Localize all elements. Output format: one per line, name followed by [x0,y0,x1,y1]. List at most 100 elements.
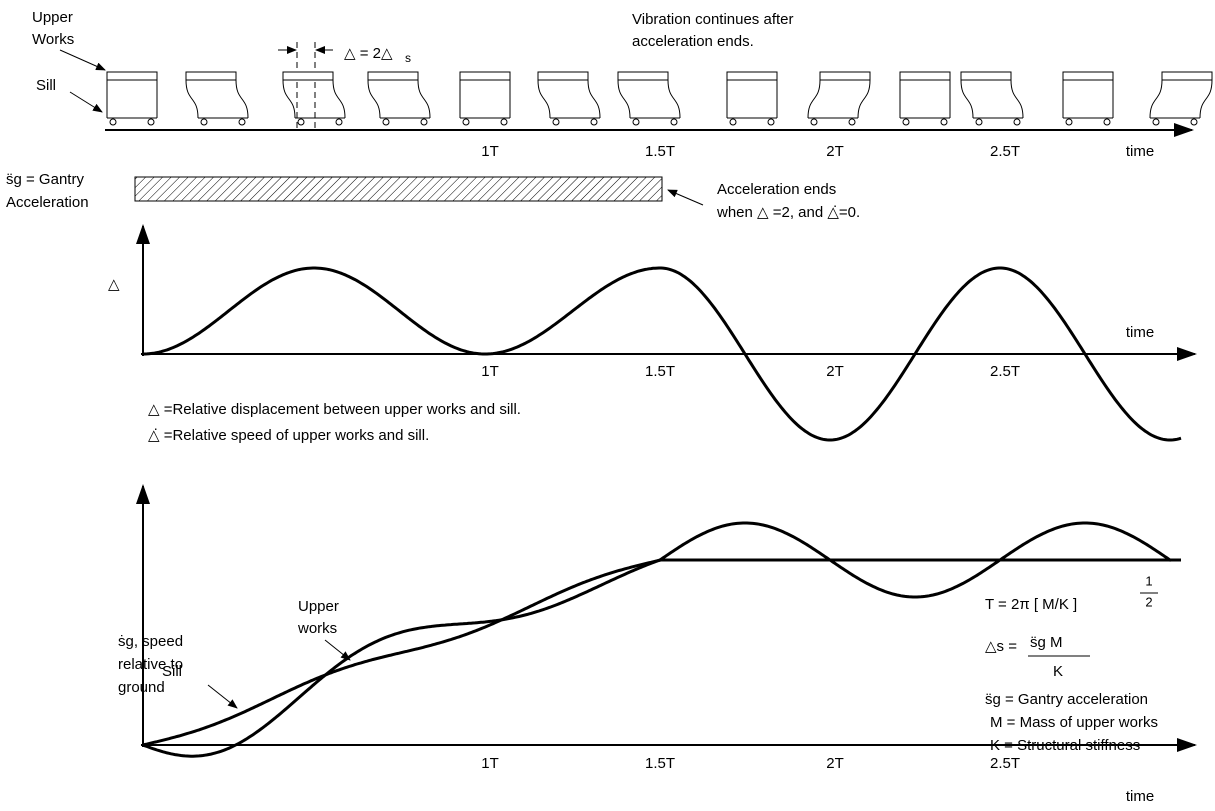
label: 2.5T [990,363,1020,380]
wheel [239,119,245,125]
label: ṡg, speed [118,633,183,650]
frame-body [618,80,680,118]
label: ground [118,679,165,696]
frame-top [368,72,418,80]
frame-top [1162,72,1212,80]
label: T = 2π [ M/K ] [985,596,1077,613]
frame-top [961,72,1011,80]
frame-body [460,80,510,118]
wheel [110,119,116,125]
label: 2.5T [990,755,1020,772]
pointer [668,190,703,205]
frame-top [618,72,668,80]
pointer [208,685,237,708]
pointer [325,640,350,660]
wheel [976,119,982,125]
label: △ =Relative displacement between upper w… [148,401,521,418]
wheel [768,119,774,125]
frame-top [283,72,333,80]
label: 1T [481,755,499,772]
wheel [501,119,507,125]
wheel [941,119,947,125]
pointer [60,50,105,70]
label: △ [108,276,120,293]
label: s̈g = Gantry [6,171,84,188]
wheel [1191,119,1197,125]
label: works [297,620,337,637]
label: 1.5T [645,363,675,380]
label: 1T [481,363,499,380]
acceleration-bar [135,177,662,201]
layout [60,42,1195,747]
label: K = Structural stiffness [990,737,1140,754]
label: 2T [826,143,844,160]
frame-top [820,72,870,80]
label: s̈g = Gantry acceleration [985,691,1148,708]
frame-body [538,80,600,118]
label: 2.5T [990,143,1020,160]
wheel [553,119,559,125]
frame-top [186,72,236,80]
label: K [1053,663,1063,680]
frame-body [283,80,345,118]
wheel [903,119,909,125]
label: 1.5T [645,755,675,772]
label: s̈g M [1030,634,1063,651]
wheel [1066,119,1072,125]
label: Works [32,31,74,48]
frame-top [107,72,157,80]
wheel [730,119,736,125]
frame-body [1063,80,1113,118]
label: Acceleration ends [717,181,836,198]
frame-body [727,80,777,118]
label: 2T [826,755,844,772]
wheel [298,119,304,125]
label: s [405,51,411,65]
label: time [1126,324,1154,341]
label: Vibration continues after [632,11,794,28]
label: 2 [1145,594,1152,609]
label: Acceleration [6,194,89,211]
label: when △ =2, and △̇=0. [716,204,860,221]
label: 2T [826,363,844,380]
frame-body [808,80,870,118]
wheel [633,119,639,125]
wheel [201,119,207,125]
label: △̇ =Relative speed of upper works and si… [148,427,429,444]
label: Sill [36,77,56,94]
wheel [1153,119,1159,125]
label: acceleration ends. [632,33,754,50]
wheel [671,119,677,125]
label: Upper [298,598,339,615]
label: M = Mass of upper works [990,714,1158,731]
frame-body [107,80,157,118]
wheel [1014,119,1020,125]
label: △ = 2△ [344,45,393,62]
frame-body [1150,80,1212,118]
label: time [1126,143,1154,160]
label: Upper [32,9,73,26]
wheel [1104,119,1110,125]
wheel [463,119,469,125]
frame-body [186,80,248,118]
frame-top [900,72,950,80]
frame-top [727,72,777,80]
frame-top [460,72,510,80]
label: 1 [1145,573,1152,588]
frame-body [900,80,950,118]
label: 1T [481,143,499,160]
wheel [336,119,342,125]
label: time [1126,788,1154,805]
diagram: Upper Works Sill △ = 2△ s Vibration continues… [0,0,1215,806]
wheel [591,119,597,125]
frame-body [368,80,430,118]
frame-top [1063,72,1113,80]
label: 1.5T [645,143,675,160]
pointer [70,92,102,112]
wheel [811,119,817,125]
label: Sill [162,663,182,680]
label: △s = [985,638,1017,655]
wheel [383,119,389,125]
wheel [849,119,855,125]
frame-body [961,80,1023,118]
